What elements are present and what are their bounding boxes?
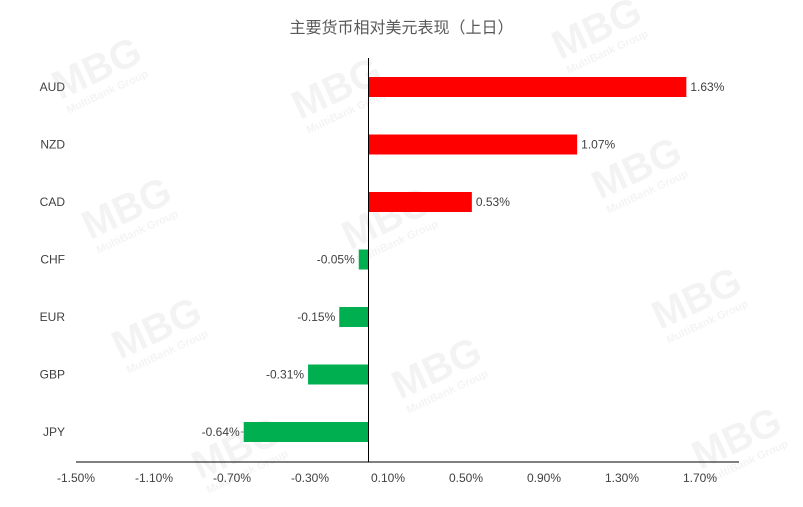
bars-layer [243, 77, 687, 442]
watermark-stamp: MBGMultiBank Group [75, 169, 180, 257]
labels-layer: AUD 1.63% NZD 1.07% CAD 0.53% CHF -0.05% EUR -0.1… [40, 80, 725, 439]
data-label-jpy: -0.64% [202, 425, 240, 439]
watermark-stamp: MBGMultiBank Group [45, 29, 150, 117]
watermark-stamp: MBGMultiBank Group [385, 329, 490, 417]
bar-nzd [368, 134, 578, 155]
category-label-jpy: JPY [43, 425, 65, 439]
x-tick-label: 1.30% [605, 471, 639, 485]
category-label-eur: EUR [40, 310, 66, 324]
category-label-cad: CAD [40, 195, 66, 209]
bar-aud [368, 77, 687, 97]
category-label-gbp: GBP [40, 368, 65, 382]
watermark-layer: MBGMultiBank Group MBGMultiBank Group MBGM… [45, 0, 790, 496]
watermark-stamp: MBGMultiBank Group [645, 259, 750, 347]
watermark-stamp: MBGMultiBank Group [105, 289, 210, 377]
data-label-cad: 0.53% [476, 195, 510, 209]
bar-chf [358, 249, 369, 270]
x-tick-label: 1.70% [683, 471, 717, 485]
x-tick-label: 0.10% [371, 471, 405, 485]
x-tick-label: -1.10% [135, 471, 173, 485]
x-tick-label: -1.50% [57, 471, 95, 485]
x-tick-label: 0.50% [449, 471, 483, 485]
data-label-gbp: -0.31% [266, 368, 304, 382]
watermark-stamp: MBGMultiBank Group [545, 0, 650, 76]
bar-eur [339, 307, 369, 327]
category-label-chf: CHF [40, 253, 65, 267]
x-tick-label: 0.90% [527, 471, 561, 485]
axis-layer: -1.50% -1.10% -0.70% -0.30% 0.10% 0.50% 0.90% 1… [57, 58, 739, 485]
category-label-aud: AUD [40, 80, 66, 94]
bar-jpy [243, 422, 369, 442]
bar-gbp [308, 364, 369, 385]
x-tick-label: -0.30% [291, 471, 329, 485]
data-label-aud: 1.63% [690, 80, 724, 94]
data-label-nzd: 1.07% [581, 138, 615, 152]
data-label-eur: -0.15% [297, 310, 335, 324]
bar-cad [368, 192, 472, 212]
data-label-chf: -0.05% [317, 253, 355, 267]
category-label-nzd: NZD [40, 138, 65, 152]
x-tick-label: -0.70% [213, 471, 251, 485]
chart-title: 主要货币相对美元表现（上日） [289, 18, 514, 37]
